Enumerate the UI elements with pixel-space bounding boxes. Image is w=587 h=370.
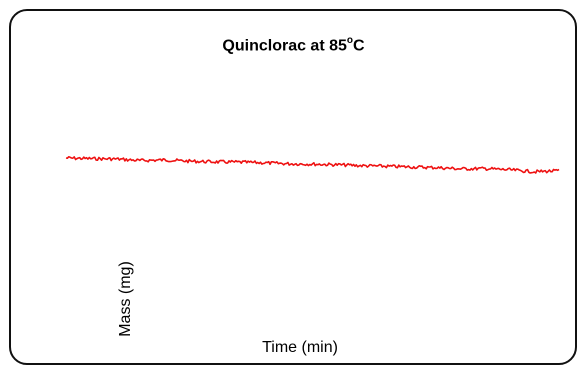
- chart-title: Quinclorac at 85oC: [222, 35, 365, 55]
- x-axis-label: Time (min): [262, 339, 338, 356]
- degree-superscript: o: [346, 35, 354, 46]
- chart-frame: [9, 9, 577, 365]
- mass-series-line: [65, 156, 560, 174]
